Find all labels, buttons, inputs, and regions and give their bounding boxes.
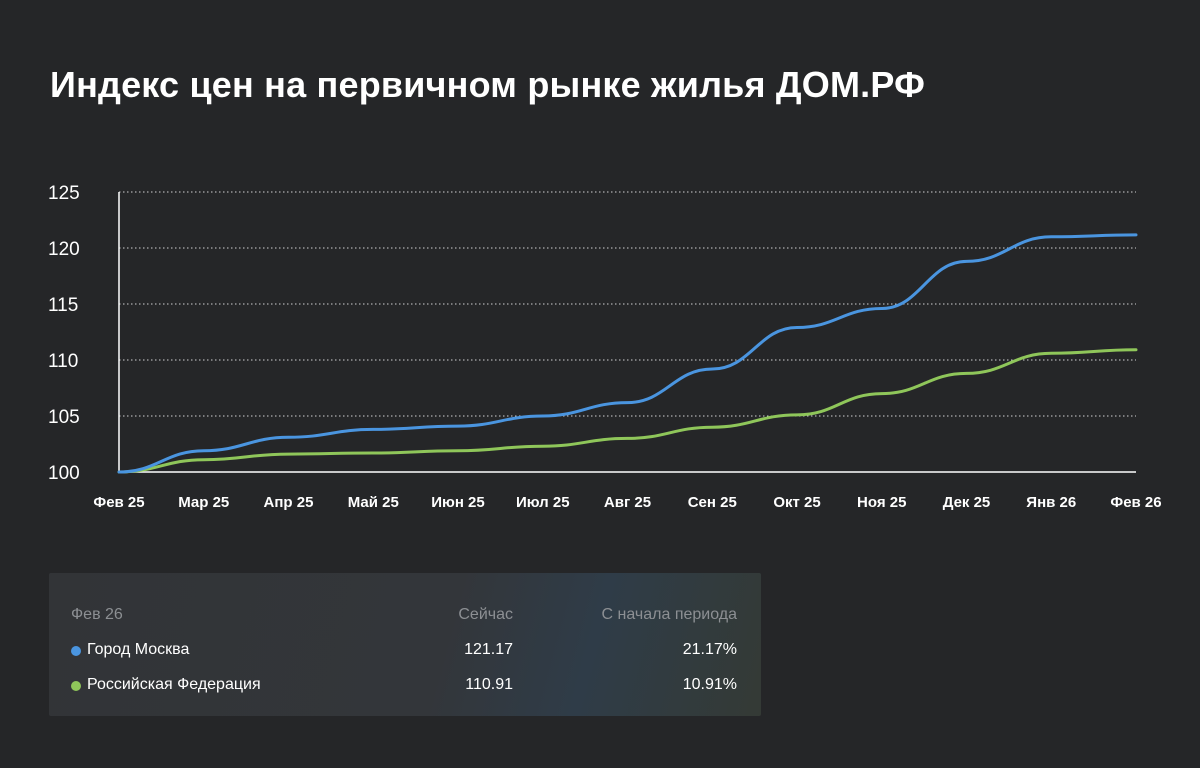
y-tick-label-115: 115 — [48, 295, 78, 316]
series-line-russia — [117, 348, 1138, 474]
x-tick-label-3: Май 25 — [348, 494, 399, 511]
y-tick-label-100: 100 — [48, 463, 80, 484]
x-tick-label-8: Окт 25 — [773, 494, 820, 511]
legend-dot-russia — [71, 681, 81, 691]
series-line-moscow — [117, 233, 1138, 474]
legend-now-russia: 110.91 — [465, 676, 513, 693]
legend-now-moscow: 121.17 — [464, 641, 513, 658]
y-tick-label-120: 120 — [48, 239, 80, 260]
legend-header-row: Фев 26 Сейчас С начала периода — [49, 606, 761, 630]
x-tick-label-4: Июн 25 — [431, 494, 485, 511]
x-tick-label-7: Сен 25 — [688, 494, 737, 511]
legend-period: Фев 26 — [71, 606, 123, 623]
legend-row-moscow[interactable]: Город Москва 121.17 21.17% — [49, 641, 761, 665]
x-tick-label-9: Ноя 25 — [857, 494, 906, 511]
x-tick-label-6: Авг 25 — [604, 494, 651, 511]
y-tick-label-125: 125 — [48, 183, 80, 204]
x-tick-label-5: Июл 25 — [516, 494, 570, 511]
x-tick-label-0: Фев 25 — [93, 494, 144, 511]
x-tick-label-10: Дек 25 — [943, 494, 991, 511]
legend-table: Фев 26 Сейчас С начала периода Город Мос… — [49, 573, 761, 716]
legend-col-now: Сейчас — [458, 606, 513, 623]
y-tick-label-105: 105 — [48, 407, 80, 428]
legend-col-since: С начала периода — [601, 606, 737, 623]
x-tick-label-11: Янв 26 — [1026, 494, 1076, 511]
legend-dot-moscow — [71, 646, 81, 656]
line-chart: 100 105 110 115 120 125 Фев 25 Мар 25 Апр 25 Май … — [48, 183, 1162, 511]
x-tick-label-12: Фев 26 — [1110, 494, 1161, 511]
legend-since-russia: 10.91% — [682, 676, 737, 693]
legend-name-moscow: Город Москва — [87, 641, 190, 658]
x-tick-label-1: Мар 25 — [178, 494, 229, 511]
x-tick-label-2: Апр 25 — [264, 494, 314, 511]
legend-row-russia[interactable]: Российская Федерация 110.91 10.91% — [49, 676, 761, 700]
legend-name-russia: Российская Федерация — [87, 676, 261, 693]
y-tick-label-110: 110 — [48, 351, 78, 372]
legend-since-moscow: 21.17% — [682, 641, 737, 658]
chart-title: Индекс цен на первичном рынке жилья ДОМ.… — [50, 64, 926, 105]
